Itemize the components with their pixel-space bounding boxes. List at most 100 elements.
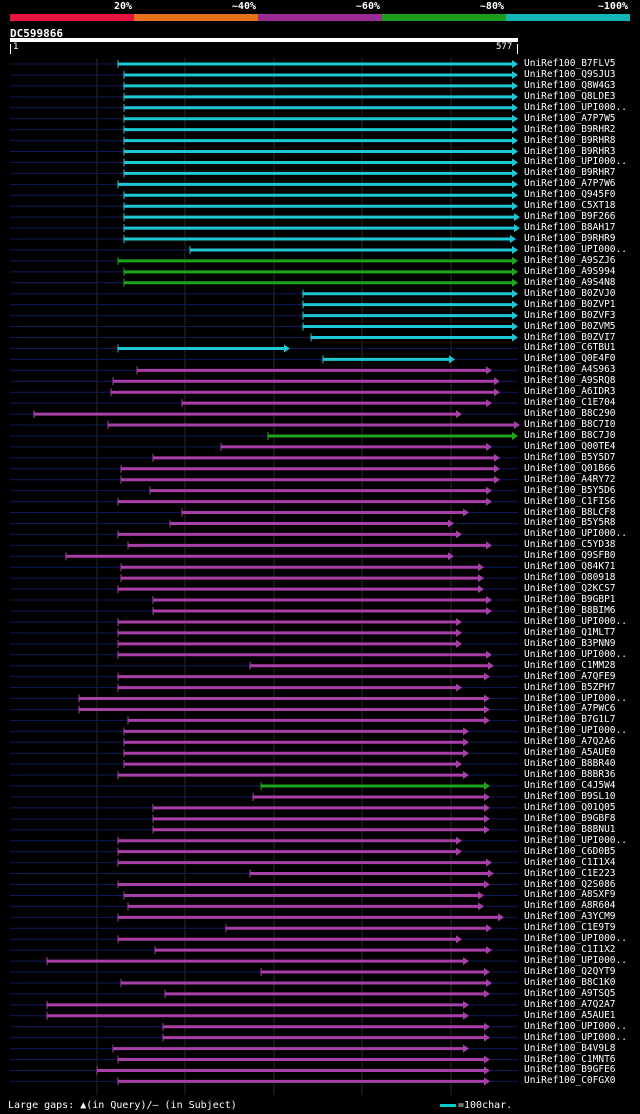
hit-label[interactable]: UniRef100_C1I1X4 — [524, 856, 616, 868]
hit-label[interactable]: UniRef100_A7Q2A6 — [524, 736, 616, 748]
hit-label[interactable]: UniRef100_B0ZVI7 — [524, 331, 616, 343]
hit-label[interactable]: UniRef100_UPI000.. — [524, 615, 627, 627]
hit-label[interactable]: UniRef100_Q2KCS7 — [524, 583, 616, 595]
hit-label[interactable]: UniRef100_B8BR40 — [524, 758, 616, 770]
hit-label[interactable]: UniRef100_UPI000.. — [524, 243, 627, 255]
hit-label[interactable]: UniRef100_B0ZVP1 — [524, 298, 616, 310]
hit-label[interactable]: UniRef100_C1E223 — [524, 867, 616, 879]
hit-label[interactable]: UniRef100_C6TBU1 — [524, 342, 616, 354]
hit-label[interactable]: UniRef100_B0ZVM5 — [524, 320, 616, 332]
hit-end-arrow — [484, 1066, 490, 1075]
hit-label[interactable]: UniRef100_B8C290 — [524, 408, 616, 420]
hit-label[interactable]: UniRef100_UPI000.. — [524, 1020, 627, 1032]
hit-label[interactable]: UniRef100_Q01Q05 — [524, 801, 616, 813]
hit-label[interactable]: UniRef100_A7P7W5 — [524, 112, 616, 124]
hit-label[interactable]: UniRef100_UPI000.. — [524, 156, 627, 168]
hit-label[interactable]: UniRef100_C6D0B5 — [524, 845, 616, 857]
hit-label[interactable]: UniRef100_C1MM28 — [524, 659, 616, 671]
hit-label[interactable]: UniRef100_A9S4N8 — [524, 276, 616, 288]
hit-label[interactable]: UniRef100_C5YD38 — [524, 539, 616, 551]
hit-label[interactable]: UniRef100_A7P7W6 — [524, 178, 616, 190]
hit-label[interactable]: UniRef100_A3YCM9 — [524, 911, 616, 923]
hit-label[interactable]: UniRef100_Q2S086 — [524, 878, 616, 890]
hit-label[interactable]: UniRef100_Q8LDE3 — [524, 90, 616, 102]
hit-label[interactable]: UniRef100_C1I1X2 — [524, 944, 616, 956]
hit-label[interactable]: UniRef100_A6IDR3 — [524, 386, 616, 398]
hit-label[interactable]: UniRef100_B8C7J0 — [524, 429, 616, 441]
hit-label[interactable]: UniRef100_UPI000.. — [524, 1031, 627, 1043]
hit-label[interactable]: UniRef100_A9SRQ8 — [524, 375, 616, 387]
hit-label[interactable]: UniRef100_A7Q2A7 — [524, 998, 616, 1010]
hit-label[interactable]: UniRef100_B8C7I0 — [524, 419, 616, 431]
hit-label[interactable]: UniRef100_B5Y5R8 — [524, 517, 616, 529]
hit-label[interactable]: UniRef100_A8R604 — [524, 900, 616, 912]
hit-label[interactable]: UniRef100_UPI000.. — [524, 648, 627, 660]
hit-label[interactable]: UniRef100_B5ZPH7 — [524, 681, 616, 693]
hit-label[interactable]: UniRef100_UPI000.. — [524, 933, 627, 945]
hit-label[interactable]: UniRef100_C1E704 — [524, 397, 616, 409]
hit-label[interactable]: UniRef100_Q01B66 — [524, 462, 616, 474]
hit-label[interactable]: UniRef100_B3PNN9 — [524, 637, 616, 649]
hit-label[interactable]: UniRef100_B0ZVJ0 — [524, 287, 616, 299]
hit-label[interactable]: UniRef100_B7G1L7 — [524, 714, 616, 726]
hit-label[interactable]: UniRef100_B8BIM6 — [524, 605, 616, 616]
hit-label[interactable]: UniRef100_A5AUE1 — [524, 1009, 616, 1021]
hit-label[interactable]: UniRef100_B9GFE6 — [524, 1064, 616, 1076]
hit-label[interactable]: UniRef100_A9S994 — [524, 265, 616, 277]
hit-label[interactable]: UniRef100_B5Y5D6 — [524, 484, 616, 496]
hit-label[interactable]: UniRef100_B5Y5D7 — [524, 451, 616, 463]
hit-end-arrow — [486, 978, 492, 987]
hit-label[interactable]: UniRef100_B9F266 — [524, 211, 616, 223]
hit-label[interactable]: UniRef100_B9RHR8 — [524, 134, 616, 146]
hit-label[interactable]: UniRef100_O80918 — [524, 572, 616, 584]
hit-label[interactable]: UniRef100_B0ZVF3 — [524, 309, 616, 321]
hit-label[interactable]: UniRef100_A4RY72 — [524, 473, 616, 485]
hit-end-arrow — [448, 519, 454, 528]
hit-label[interactable]: UniRef100_B9RHR2 — [524, 123, 616, 135]
hit-label[interactable]: UniRef100_C1FIS6 — [524, 495, 616, 507]
hit-label[interactable]: UniRef100_UPI000.. — [524, 692, 627, 704]
hit-label[interactable]: UniRef100_B7FLV5 — [524, 58, 616, 69]
hit-label[interactable]: UniRef100_UPI000.. — [524, 834, 627, 846]
hit-label[interactable]: UniRef100_Q84K71 — [524, 561, 616, 573]
hit-label[interactable]: UniRef100_Q0E4F0 — [524, 353, 616, 365]
hit-label[interactable]: UniRef100_UPI000.. — [524, 528, 627, 540]
hit-label[interactable]: UniRef100_B8AH17 — [524, 222, 616, 234]
hit-label[interactable]: UniRef100_B9GBP1 — [524, 594, 616, 606]
hit-end-arrow — [512, 202, 518, 211]
hit-label[interactable]: UniRef100_B8LCF8 — [524, 506, 616, 518]
hit-label[interactable]: UniRef100_C4J5W4 — [524, 780, 616, 792]
hit-end-arrow — [463, 1000, 469, 1009]
hit-label[interactable]: UniRef100_B8C1K0 — [524, 976, 616, 988]
hit-label[interactable]: UniRef100_C1MNT6 — [524, 1053, 616, 1065]
hit-label[interactable]: UniRef100_Q2QYT9 — [524, 966, 616, 978]
hit-label[interactable]: UniRef100_A9SZJ6 — [524, 254, 616, 266]
hit-label[interactable]: UniRef100_C1E9T9 — [524, 922, 616, 934]
hit-label[interactable]: UniRef100_A7PWC6 — [524, 703, 616, 715]
hit-label[interactable]: UniRef100_A8SXF9 — [524, 889, 616, 901]
hit-label[interactable]: UniRef100_UPI000.. — [524, 955, 627, 967]
hit-label[interactable]: UniRef100_Q945F0 — [524, 189, 616, 201]
hit-label[interactable]: UniRef100_A5AUE0 — [524, 747, 616, 759]
hit-label[interactable]: UniRef100_A7QFE9 — [524, 670, 616, 682]
hit-label[interactable]: UniRef100_B9RHR9 — [524, 233, 616, 245]
hit-label[interactable]: UniRef100_A4S963 — [524, 364, 616, 376]
hit-label[interactable]: UniRef100_Q9SJU3 — [524, 68, 616, 80]
hit-label[interactable]: UniRef100_B8BNU1 — [524, 823, 616, 835]
hit-label[interactable]: UniRef100_B9RHR7 — [524, 167, 616, 179]
hit-label[interactable]: UniRef100_B9SL10 — [524, 790, 616, 802]
hit-label[interactable]: UniRef100_C0FGX0 — [524, 1075, 616, 1087]
hit-label[interactable]: UniRef100_B4V9L8 — [524, 1042, 616, 1054]
hit-label[interactable]: UniRef100_Q8W4G3 — [524, 79, 616, 91]
hit-label[interactable]: UniRef100_Q9SFB0 — [524, 550, 616, 562]
hit-label[interactable]: UniRef100_B9RHR3 — [524, 145, 616, 157]
hit-label[interactable]: UniRef100_Q00TE4 — [524, 440, 616, 452]
hit-label[interactable]: UniRef100_UPI000.. — [524, 725, 627, 737]
hit-label[interactable]: UniRef100_Q1MLT7 — [524, 626, 616, 638]
hit-label[interactable]: UniRef100_C5XT18 — [524, 200, 616, 212]
hit-label[interactable]: UniRef100_A9TSQ5 — [524, 987, 616, 999]
hit-label[interactable]: UniRef100_B8BR36 — [524, 769, 616, 781]
hit-end-arrow — [484, 1033, 490, 1042]
hit-label[interactable]: UniRef100_B9GBF8 — [524, 812, 616, 824]
hit-label[interactable]: UniRef100_UPI000.. — [524, 101, 627, 113]
